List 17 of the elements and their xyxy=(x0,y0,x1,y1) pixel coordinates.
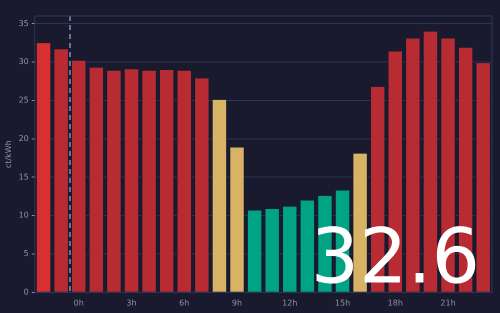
x-tick-label: 3h xyxy=(126,298,137,308)
y-tick-label: 0 xyxy=(24,287,29,296)
y-axis-title: ct/kWh xyxy=(4,140,13,168)
x-tick-label: 6h xyxy=(179,298,190,308)
y-tick-label: 15 xyxy=(18,172,29,182)
x-tick-label: 15h xyxy=(334,298,350,308)
x-tick-label: 18h xyxy=(388,298,403,308)
y-tick-label: 35 xyxy=(18,18,29,28)
x-tick-label: 12h xyxy=(282,298,298,308)
y-tick-label: 25 xyxy=(18,96,29,105)
x-tick-label: 9h xyxy=(232,298,242,308)
x-tick-label: 0h xyxy=(74,298,84,308)
y-tick-label: 30 xyxy=(18,57,29,66)
y-tick-label: 10 xyxy=(18,210,29,220)
y-tick-label: 5 xyxy=(24,249,29,258)
y-tick-label: 20 xyxy=(18,134,29,143)
x-tick-label: 21h xyxy=(440,298,456,308)
